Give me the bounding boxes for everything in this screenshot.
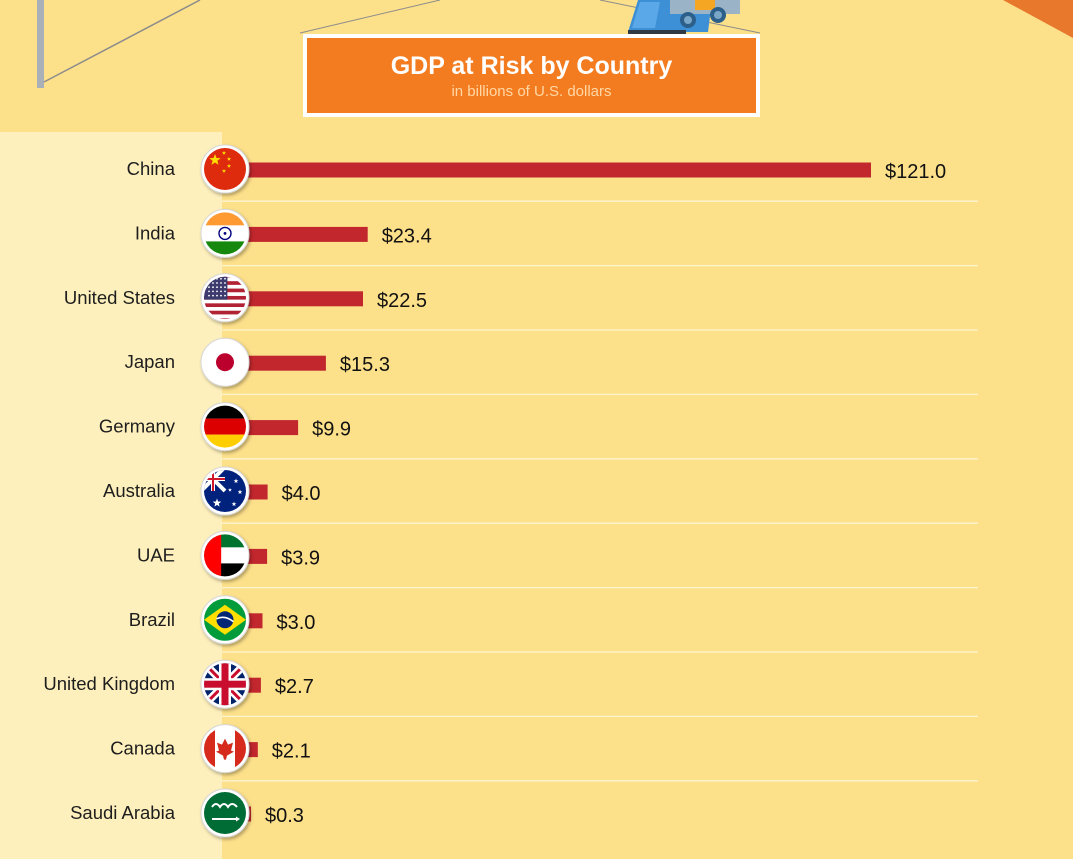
category-label-brazil: Brazil <box>129 609 175 630</box>
category-label-saudi-arabia: Saudi Arabia <box>70 802 176 823</box>
category-label-australia: Australia <box>103 480 176 501</box>
australia-flag-icon <box>200 466 250 516</box>
category-label-united-states: United States <box>64 287 175 308</box>
category-label-japan: Japan <box>125 351 175 372</box>
category-label-canada: Canada <box>110 738 176 759</box>
bar-canada <box>247 742 258 758</box>
chart-subtitle: in billions of U.S. dollars <box>451 83 612 100</box>
bar-united-states <box>247 291 363 307</box>
saudi-arabia-flag-icon <box>200 788 250 838</box>
bar-australia <box>247 484 268 500</box>
value-label-uae: $3.9 <box>281 547 320 569</box>
value-label-canada: $2.1 <box>272 741 311 763</box>
bar-china <box>247 162 871 178</box>
label-panel <box>0 132 222 859</box>
bar-germany <box>247 420 299 436</box>
value-label-united-kingdom: $2.7 <box>275 676 314 698</box>
uae-flag-icon <box>200 530 250 580</box>
united-states-flag-icon <box>200 273 250 323</box>
value-label-india: $23.4 <box>382 225 432 247</box>
value-label-saudi-arabia: $0.3 <box>265 805 304 827</box>
category-label-united-kingdom: United Kingdom <box>43 673 175 694</box>
category-label-germany: Germany <box>99 416 176 437</box>
value-label-china: $121.0 <box>885 161 946 183</box>
value-label-australia: $4.0 <box>282 483 321 505</box>
bar-india <box>247 226 368 242</box>
value-label-germany: $9.9 <box>312 419 351 441</box>
category-label-china: China <box>127 158 176 179</box>
value-label-united-states: $22.5 <box>377 290 427 312</box>
header-decoration <box>37 0 1073 88</box>
category-label-india: India <box>135 222 176 243</box>
china-flag-icon <box>200 144 250 194</box>
germany-flag-icon <box>200 402 250 452</box>
value-label-brazil: $3.0 <box>277 612 316 634</box>
title-box: GDP at Risk by Country in billions of U.… <box>303 34 760 117</box>
united-kingdom-flag-icon <box>200 659 250 709</box>
pole-icon <box>37 0 201 88</box>
canada-flag-icon <box>200 724 250 774</box>
value-label-japan: $15.3 <box>340 354 390 376</box>
bar-brazil <box>247 613 263 629</box>
brazil-flag-icon <box>200 595 250 645</box>
bar-uae <box>247 548 268 564</box>
corner-ribbon <box>1003 0 1073 38</box>
bar-japan <box>247 355 326 371</box>
category-label-uae: UAE <box>137 544 175 565</box>
chart-title: GDP at Risk by Country <box>390 52 673 80</box>
japan-flag-icon <box>200 337 250 387</box>
india-flag-icon <box>200 208 250 258</box>
bar-united-kingdom <box>247 677 261 693</box>
